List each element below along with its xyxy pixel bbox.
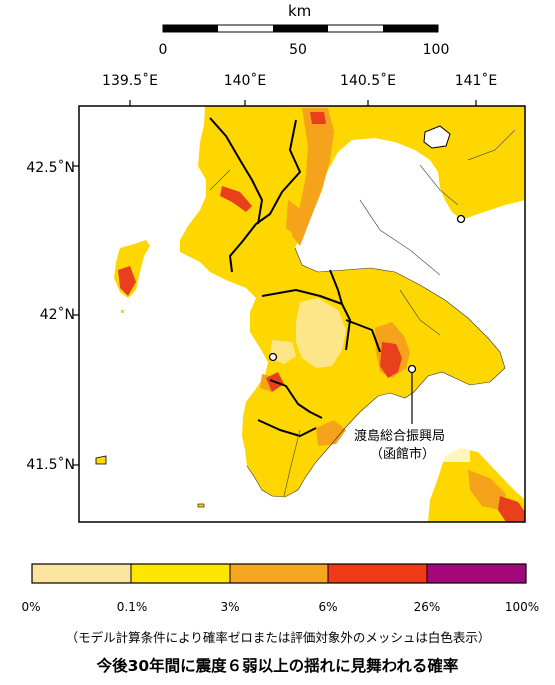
callout-label-city: （函館市）	[370, 447, 436, 462]
lat-label-42: 42˚N	[39, 307, 75, 323]
hakodate-marker	[407, 364, 417, 374]
islet-3	[197, 503, 205, 508]
hazard-map	[73, 100, 526, 523]
legend-colorbar	[31, 563, 527, 584]
lat-label-41-5: 41.5˚N	[26, 457, 75, 473]
sub-boundaries	[209, 129, 516, 497]
legend-swatch-4	[427, 564, 526, 583]
site-marker-west	[268, 352, 278, 362]
callout-label-bureau: 渡島総合振興局	[354, 429, 446, 444]
lon-label-140: 140˚E	[223, 73, 267, 89]
frame-ticks	[73, 100, 477, 466]
legend-tick-0: 0%	[21, 600, 41, 614]
mid-probability-area-shore	[286, 200, 302, 238]
legend-swatch-1	[131, 564, 230, 583]
site-marker-east	[456, 214, 466, 224]
legend-swatch-2	[230, 564, 328, 583]
no-data-patch	[423, 125, 451, 149]
high-probability-area-west	[220, 186, 252, 212]
islet-2	[121, 310, 124, 313]
shimokita-high	[498, 496, 525, 522]
high-probability-area-hakodate	[380, 342, 402, 378]
lon-label-139-5: 139.5˚E	[102, 73, 158, 89]
municipal-boundaries	[209, 117, 381, 437]
legend-tick-1: 0.1%	[116, 600, 148, 614]
mid-probability-area-south	[316, 420, 346, 446]
coastline	[246, 247, 506, 498]
map-frame	[78, 105, 526, 523]
legend-swatch-0	[32, 564, 131, 583]
islet-1	[95, 455, 107, 465]
legend-tick-3: 6%	[318, 600, 338, 614]
legend-note: （モデル計算条件により確率ゼロまたは評価対象外のメッシュは白色表示）	[65, 630, 491, 645]
callout-backing	[350, 424, 470, 462]
scale-tick-100: 100	[422, 42, 450, 58]
lon-label-141: 141˚E	[454, 73, 498, 89]
okushiri-high	[118, 266, 136, 296]
scale-bar	[162, 24, 439, 33]
scale-tick-50: 50	[289, 42, 307, 58]
legend-tick-4: 26%	[413, 600, 441, 614]
shimokita-mid	[468, 470, 506, 510]
scale-unit-label: km	[288, 2, 312, 20]
oshima-peninsula-land	[180, 106, 525, 497]
legend-tick-5: 100%	[504, 600, 540, 614]
low-probability-area	[296, 298, 346, 368]
lon-label-140-5: 140.5˚E	[340, 73, 396, 89]
lat-label-42-5: 42.5˚N	[26, 160, 75, 176]
legend-tick-2: 3%	[220, 600, 240, 614]
map-title: 今後30年間に震度６弱以上の揺れに見舞われる確率	[96, 657, 459, 675]
high-probability-area-north	[310, 112, 326, 124]
legend-swatch-3	[328, 564, 427, 583]
mid-probability-area-west-bay	[292, 108, 334, 246]
scale-tick-0: 0	[158, 42, 168, 58]
